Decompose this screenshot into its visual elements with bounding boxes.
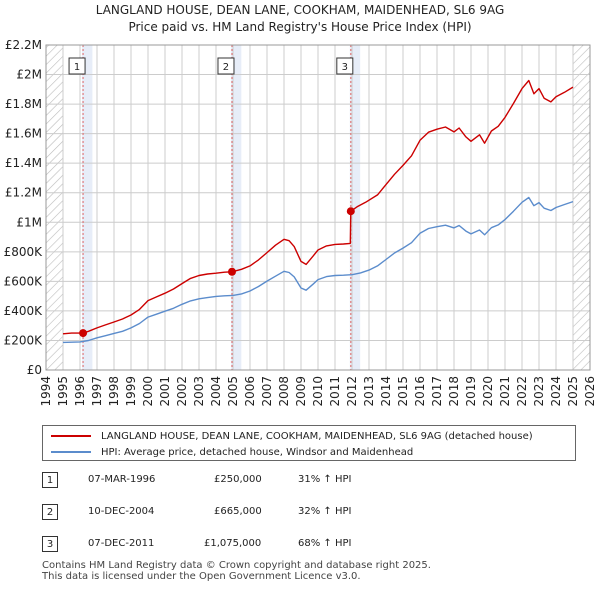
footer-copyright: Contains HM Land Registry data © Crown c… bbox=[42, 560, 431, 571]
x-tick-label: 1996 bbox=[73, 376, 87, 407]
x-tick-label: 1999 bbox=[124, 376, 138, 407]
sale-price: £250,000 bbox=[214, 474, 262, 485]
x-tick-label: 2008 bbox=[277, 376, 291, 407]
sale-hpi-change: 68% ↑ HPI bbox=[298, 538, 352, 549]
sale-highlight-band bbox=[230, 45, 242, 370]
sale-date: 07-MAR-1996 bbox=[88, 474, 156, 485]
price-chart: 1 2 3 £0 £200K £400K £600K £800K £1M £1.2M £1.4M £1… bbox=[4, 38, 597, 407]
y-tick-label: £0 bbox=[27, 363, 42, 377]
y-tick-label: £2.2M bbox=[5, 38, 42, 52]
y-tick-label: £400K bbox=[4, 304, 44, 318]
sale-number-box bbox=[68, 57, 86, 75]
x-tick-label: 2010 bbox=[311, 376, 325, 407]
y-tick-label: £1.6M bbox=[5, 127, 42, 141]
x-tick-label: 2004 bbox=[209, 376, 223, 407]
legend: LANGLAND HOUSE, DEAN LANE, COOKHAM, MAID… bbox=[42, 425, 576, 461]
sale-price: £665,000 bbox=[214, 506, 262, 517]
x-tick-label: 2009 bbox=[294, 376, 308, 407]
x-tick-label: 2023 bbox=[532, 376, 546, 407]
x-tick-label: 1994 bbox=[39, 376, 53, 407]
x-tick-label: 1995 bbox=[56, 376, 70, 407]
x-tick-label: 2012 bbox=[345, 376, 359, 407]
table-row: 2 10-DEC-2004 £665,000 32% ↑ HPI bbox=[42, 504, 582, 522]
sale-number-badge: 1 bbox=[42, 472, 58, 488]
x-tick-label: 2000 bbox=[141, 376, 155, 407]
x-tick-label: 2020 bbox=[481, 376, 495, 407]
sale-number-badge: 2 bbox=[42, 504, 58, 520]
sale-number-box bbox=[217, 57, 235, 75]
sale-date: 07-DEC-2011 bbox=[88, 538, 155, 549]
x-tick-label: 2005 bbox=[226, 376, 240, 407]
legend-label-hpi: HPI: Average price, detached house, Wind… bbox=[101, 446, 414, 458]
legend-swatch-hpi bbox=[51, 451, 91, 453]
legend-item-price: LANGLAND HOUSE, DEAN LANE, COOKHAM, MAID… bbox=[51, 428, 533, 444]
sale-hpi-change: 31% ↑ HPI bbox=[298, 474, 352, 485]
footer: Contains HM Land Registry data © Crown c… bbox=[42, 560, 431, 582]
x-tick-label: 2019 bbox=[464, 376, 478, 407]
x-tick-label: 2017 bbox=[430, 376, 444, 407]
sale-point bbox=[79, 329, 88, 338]
table-row: 1 07-MAR-1996 £250,000 31% ↑ HPI bbox=[42, 472, 582, 490]
x-tick-label: 2011 bbox=[328, 376, 342, 407]
sale-price: £1,075,000 bbox=[204, 538, 262, 549]
sale-hpi-change: 32% ↑ HPI bbox=[298, 506, 352, 517]
x-tick-label: 2026 bbox=[583, 376, 597, 407]
sale-point bbox=[346, 207, 355, 216]
legend-swatch-price bbox=[51, 435, 91, 437]
x-tick-label: 1998 bbox=[107, 376, 121, 407]
y-tick-label: £600K bbox=[4, 274, 44, 288]
x-tick-label: 2022 bbox=[515, 376, 529, 407]
x-tick-label: 2007 bbox=[260, 376, 274, 407]
sale-point bbox=[227, 267, 236, 276]
y-tick-label: £1.4M bbox=[5, 156, 42, 170]
hatched-region bbox=[46, 45, 63, 370]
y-tick-label: £2M bbox=[16, 68, 42, 82]
table-row: 3 07-DEC-2011 £1,075,000 68% ↑ HPI bbox=[42, 536, 582, 554]
legend-label-price: LANGLAND HOUSE, DEAN LANE, COOKHAM, MAID… bbox=[101, 430, 533, 442]
y-tick-label: £1M bbox=[16, 215, 42, 229]
sale-number-label: 2 bbox=[223, 62, 229, 73]
x-tick-label: 2002 bbox=[175, 376, 189, 407]
x-tick-label: 2013 bbox=[362, 376, 376, 407]
plot-frame bbox=[45, 44, 591, 371]
legend-item-hpi: HPI: Average price, detached house, Wind… bbox=[51, 444, 413, 460]
y-tick-label: £200K bbox=[4, 333, 44, 347]
y-tick-label: £1.8M bbox=[5, 97, 42, 111]
x-tick-label: 2021 bbox=[498, 376, 512, 407]
x-tick-label: 2016 bbox=[413, 376, 427, 407]
chart-subtitle: Price paid vs. HM Land Registry's House … bbox=[128, 20, 472, 34]
x-tick-label: 2025 bbox=[566, 376, 580, 407]
x-tick-label: 2024 bbox=[549, 376, 563, 407]
y-tick-label: £800K bbox=[4, 245, 44, 259]
hpi-line bbox=[62, 196, 574, 344]
footer-licence: This data is licensed under the Open Gov… bbox=[42, 571, 361, 582]
sale-number-label: 1 bbox=[74, 62, 80, 73]
sale-date: 10-DEC-2004 bbox=[88, 506, 155, 517]
x-tick-label: 1997 bbox=[90, 376, 104, 407]
x-tick-label: 2014 bbox=[379, 376, 393, 407]
x-tick-label: 2006 bbox=[243, 376, 257, 407]
price-paid-line bbox=[62, 79, 574, 335]
chart-title: LANGLAND HOUSE, DEAN LANE, COOKHAM, MAID… bbox=[95, 3, 505, 17]
sale-highlight-band bbox=[82, 45, 93, 370]
sale-number-box bbox=[336, 57, 354, 75]
hatched-region bbox=[573, 45, 590, 370]
sale-number-label: 3 bbox=[342, 62, 348, 73]
x-tick-label: 2018 bbox=[447, 376, 461, 407]
sale-number-badge: 3 bbox=[42, 536, 58, 552]
y-tick-label: £1.2M bbox=[5, 186, 42, 200]
x-tick-label: 2015 bbox=[396, 376, 410, 407]
x-tick-label: 2001 bbox=[158, 376, 172, 407]
x-tick-label: 2003 bbox=[192, 376, 206, 407]
